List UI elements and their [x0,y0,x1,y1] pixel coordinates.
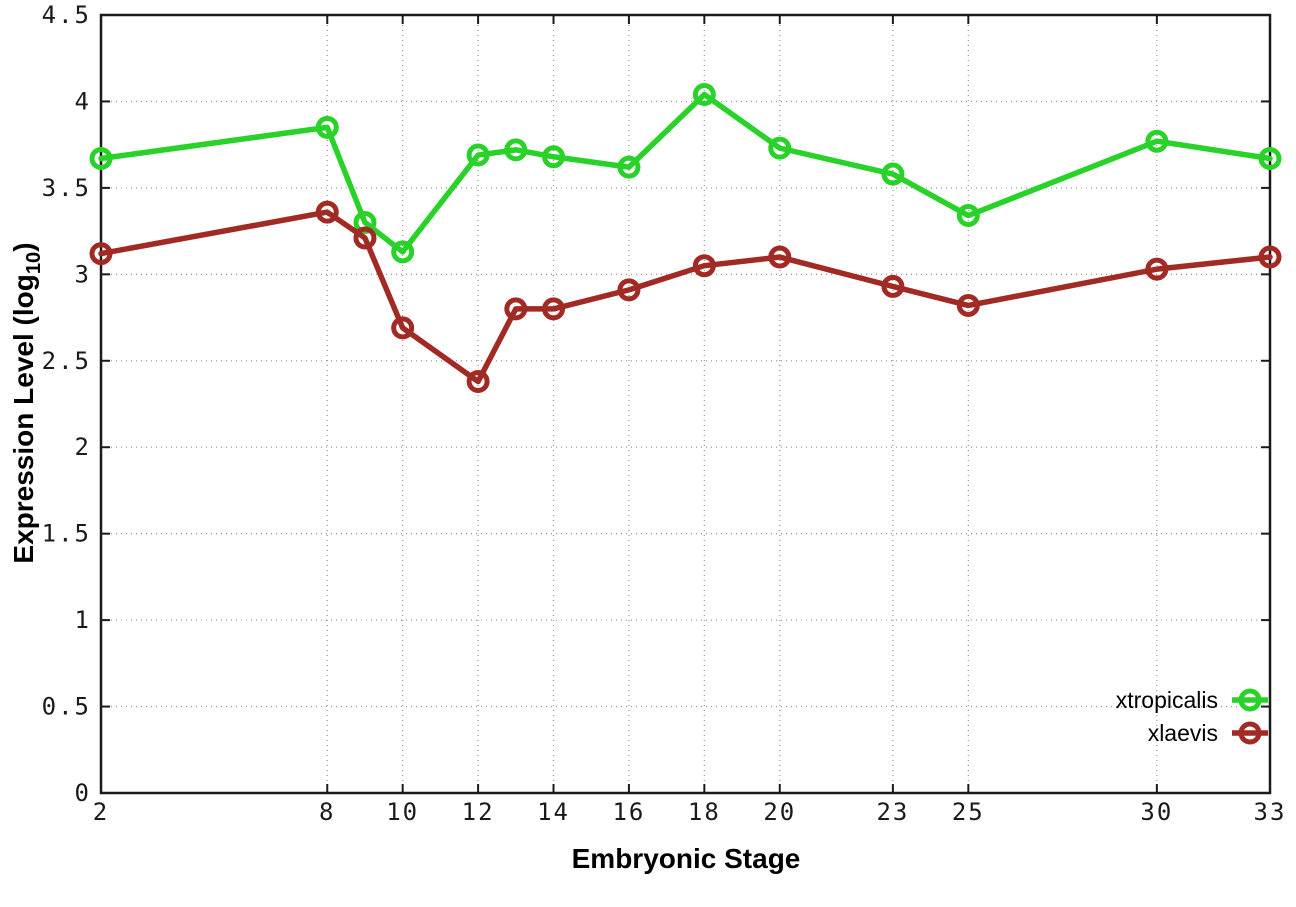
x-tick-label-2: 2 [93,798,109,826]
data-point-xtropicalis-12 [466,143,490,167]
data-point-xlaevis-30 [1145,257,1169,281]
y-axis-title-pre: Expression Level (log [7,274,39,564]
y-tick-label-4.5: 4.5 [42,1,91,29]
x-tick-label-10: 10 [386,798,419,826]
series-line-xtropicalis [98,91,1273,255]
data-point-xlaevis-8 [315,200,339,224]
data-point-xlaevis-33 [1258,245,1282,269]
y-tick-label-4: 4 [75,87,91,115]
data-point-xlaevis-20 [768,245,792,269]
y-tick-label-2.5: 2.5 [42,347,91,375]
data-point-xlaevis-16 [617,278,641,302]
x-axis-title: Embryonic Stage [572,843,801,875]
y-tick-label-3: 3 [75,260,91,288]
legend-label-xtropicalis: xtropicalis [1116,687,1218,713]
data-point-xlaevis-9 [353,226,377,250]
y-axis-title: Expression Level (log10) [8,242,46,563]
y-tick-label-1.5: 1.5 [42,520,91,548]
data-point-xtropicalis-25 [956,204,980,228]
data-point-xlaevis-12 [466,370,490,394]
data-point-xtropicalis-18 [692,83,716,107]
x-tick-label-16: 16 [612,798,645,826]
legend-label-xlaevis: xlaevis [1148,720,1218,746]
series-line-xlaevis [98,209,1273,385]
y-axis-title-subscript: 10 [23,251,46,275]
data-point-xtropicalis-30 [1145,129,1169,153]
x-tick-label-12: 12 [462,798,495,826]
legend-marker-xtropicalis [1238,688,1262,712]
y-tick-label-0: 0 [75,779,91,807]
data-point-xlaevis-2 [89,242,113,266]
x-tick-label-20: 20 [763,798,796,826]
x-tick-label-33: 33 [1254,798,1287,826]
x-tick-label-18: 18 [688,798,721,826]
legend-marker-xlaevis [1238,721,1262,745]
y-axis-title-post: ) [7,242,39,252]
y-tick-label-3.5: 3.5 [42,174,91,202]
data-point-xtropicalis-10 [391,240,415,264]
data-point-xlaevis-23 [881,274,905,298]
x-tick-label-30: 30 [1140,798,1173,826]
data-point-xlaevis-14 [542,297,566,321]
x-axis-title-text: Embryonic Stage [571,843,801,874]
y-tick-label-2: 2 [75,433,91,461]
data-point-xlaevis-18 [692,254,716,278]
x-tick-label-14: 14 [537,798,570,826]
x-tick-label-8: 8 [319,798,335,826]
x-tick-label-23: 23 [876,798,909,826]
y-tick-label-1: 1 [75,606,91,634]
data-point-xtropicalis-13 [504,138,528,162]
data-point-xtropicalis-16 [617,155,641,179]
data-point-xtropicalis-8 [315,115,339,139]
data-point-xtropicalis-14 [542,145,566,169]
plot-border [99,13,1272,795]
y-tick-label-0.5: 0.5 [42,693,91,721]
data-point-xlaevis-13 [504,297,528,321]
data-point-xlaevis-25 [956,293,980,317]
data-point-xtropicalis-33 [1258,146,1282,170]
x-tick-label-25: 25 [952,798,985,826]
data-point-xtropicalis-2 [89,146,113,170]
data-point-xtropicalis-20 [768,136,792,160]
data-point-xtropicalis-23 [881,162,905,186]
data-point-xlaevis-10 [391,316,415,340]
